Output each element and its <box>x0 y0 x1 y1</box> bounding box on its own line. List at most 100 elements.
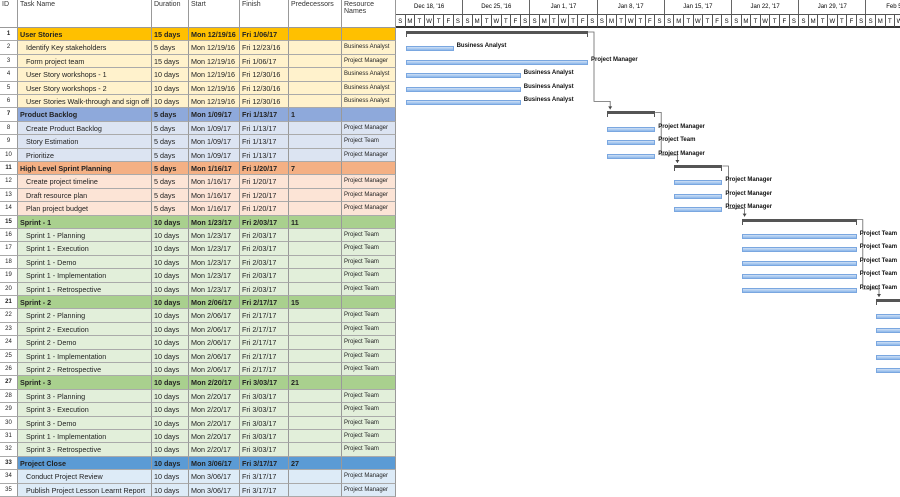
cell-duration[interactable]: 10 days <box>152 322 189 337</box>
cell-id[interactable]: 8 <box>0 121 18 136</box>
task-row[interactable]: 8 Create Product Backlog 5 days Mon 1/09/17… <box>0 121 396 136</box>
cell-predecessors[interactable] <box>289 416 342 430</box>
task-bar[interactable] <box>405 59 588 65</box>
cell-resource-names[interactable]: Project Team <box>342 363 396 377</box>
cell-duration[interactable]: 5 days <box>152 108 189 122</box>
cell-id[interactable]: 27 <box>0 376 18 390</box>
cell-duration[interactable]: 10 days <box>152 242 189 256</box>
cell-start[interactable]: Mon 12/19/16 <box>189 41 240 55</box>
summary-task-row[interactable]: 21 Sprint - 2 10 days Mon 2/06/17 Fri 2/17/1… <box>0 296 396 310</box>
cell-finish[interactable]: Fri 2/03/17 <box>240 269 289 283</box>
cell-task-name[interactable]: Create project timeline <box>18 175 152 189</box>
task-row[interactable]: 5 User Story workshops - 2 10 days Mon 12/1… <box>0 81 396 95</box>
cell-start[interactable]: Mon 1/16/17 <box>189 162 240 176</box>
cell-finish[interactable]: Fri 2/17/17 <box>240 296 289 310</box>
cell-predecessors[interactable] <box>289 483 342 497</box>
cell-start[interactable]: Mon 2/06/17 <box>189 309 240 323</box>
cell-task-name[interactable]: User Story workshops - 1 <box>18 68 152 82</box>
cell-finish[interactable]: Fri 3/03/17 <box>240 389 289 404</box>
cell-finish[interactable]: Fri 1/06/17 <box>240 54 289 69</box>
cell-id[interactable]: 19 <box>0 269 18 283</box>
cell-finish[interactable]: Fri 1/06/17 <box>240 28 289 42</box>
cell-resource-names[interactable]: Business Analyst <box>342 95 396 109</box>
task-bar[interactable] <box>876 327 900 333</box>
task-row[interactable]: 19 Sprint 1 - Implementation 10 days Mon 1/… <box>0 269 396 283</box>
task-row[interactable]: 13 Draft resource plan 5 days Mon 1/16/17 Fr… <box>0 188 396 203</box>
cell-start[interactable]: Mon 1/23/17 <box>189 242 240 256</box>
cell-task-name[interactable]: User Stories <box>18 28 152 42</box>
cell-start[interactable]: Mon 1/23/17 <box>189 255 240 270</box>
cell-start[interactable]: Mon 2/06/17 <box>189 322 240 337</box>
cell-task-name[interactable]: Sprint 2 - Execution <box>18 322 152 337</box>
cell-start[interactable]: Mon 1/23/17 <box>189 282 240 296</box>
cell-task-name[interactable]: Sprint 3 - Execution <box>18 403 152 417</box>
cell-duration[interactable]: 10 days <box>152 229 189 243</box>
cell-start[interactable]: Mon 2/20/17 <box>189 416 240 430</box>
cell-predecessors[interactable] <box>289 403 342 417</box>
task-bar[interactable] <box>741 274 857 280</box>
cell-resource-names[interactable] <box>342 215 396 229</box>
cell-id[interactable]: 12 <box>0 175 18 189</box>
cell-finish[interactable]: Fri 3/03/17 <box>240 443 289 457</box>
cell-duration[interactable]: 10 days <box>152 68 189 82</box>
task-row[interactable]: 26 Sprint 2 - Retrospective 10 days Mon 2/0… <box>0 363 396 377</box>
task-row[interactable]: 34 Conduct Project Review 10 days Mon 3/06/… <box>0 470 396 484</box>
cell-start[interactable]: Mon 2/20/17 <box>189 389 240 404</box>
cell-duration[interactable]: 5 days <box>152 202 189 216</box>
cell-resource-names[interactable] <box>342 456 396 471</box>
task-row[interactable]: 18 Sprint 1 - Demo 10 days Mon 1/23/17 Fri 2… <box>0 255 396 270</box>
cell-predecessors[interactable] <box>289 389 342 404</box>
cell-resource-names[interactable]: Project Team <box>342 322 396 337</box>
cell-start[interactable]: Mon 12/19/16 <box>189 68 240 82</box>
summary-task-row[interactable]: 7 Product Backlog 5 days Mon 1/09/17 Fri 1/1… <box>0 108 396 122</box>
cell-finish[interactable]: Fri 1/20/17 <box>240 175 289 189</box>
cell-duration[interactable]: 10 days <box>152 403 189 417</box>
cell-id[interactable]: 31 <box>0 430 18 444</box>
task-row[interactable]: 28 Sprint 3 - Planning 10 days Mon 2/20/17 F… <box>0 389 396 404</box>
cell-task-name[interactable]: User Story workshops - 2 <box>18 81 152 95</box>
cell-predecessors[interactable]: 15 <box>289 296 342 310</box>
cell-finish[interactable]: Fri 1/20/17 <box>240 202 289 216</box>
cell-duration[interactable]: 10 days <box>152 376 189 390</box>
cell-resource-names[interactable]: Project Team <box>342 229 396 243</box>
cell-finish[interactable]: Fri 1/13/17 <box>240 135 289 149</box>
cell-resource-names[interactable] <box>342 376 396 390</box>
cell-id[interactable]: 17 <box>0 242 18 256</box>
cell-task-name[interactable]: Sprint 3 - Planning <box>18 389 152 404</box>
cell-finish[interactable]: Fri 2/03/17 <box>240 229 289 243</box>
summary-bar[interactable] <box>405 31 589 37</box>
cell-id[interactable]: 21 <box>0 296 18 310</box>
cell-predecessors[interactable]: 11 <box>289 215 342 229</box>
cell-start[interactable]: Mon 2/06/17 <box>189 363 240 377</box>
cell-start[interactable]: Mon 1/09/17 <box>189 135 240 149</box>
cell-resource-names[interactable]: Project Team <box>342 389 396 404</box>
cell-start[interactable]: Mon 12/19/16 <box>189 28 240 42</box>
cell-task-name[interactable]: High Level Sprint Planning <box>18 162 152 176</box>
task-bar[interactable] <box>741 234 857 239</box>
cell-finish[interactable]: Fri 1/13/17 <box>240 148 289 162</box>
task-bar[interactable] <box>674 207 723 213</box>
cell-predecessors[interactable] <box>289 121 342 136</box>
cell-duration[interactable]: 10 days <box>152 443 189 457</box>
cell-duration[interactable]: 10 days <box>152 81 189 95</box>
cell-resource-names[interactable]: Project Manager <box>342 148 396 162</box>
task-row[interactable]: 30 Sprint 3 - Demo 10 days Mon 2/20/17 Fri 3… <box>0 416 396 430</box>
cell-task-name[interactable]: Sprint - 2 <box>18 296 152 310</box>
cell-resource-names[interactable]: Project Manager <box>342 202 396 216</box>
summary-bar[interactable] <box>674 165 723 171</box>
summary-task-row[interactable]: 1 User Stories 15 days Mon 12/19/16 Fri 1/06… <box>0 28 396 42</box>
cell-finish[interactable]: Fri 12/30/16 <box>240 95 289 109</box>
cell-task-name[interactable]: Sprint 2 - Retrospective <box>18 363 152 377</box>
cell-task-name[interactable]: Publish Project Lesson Learnt Report <box>18 483 152 497</box>
col-header-duration[interactable]: Duration <box>152 0 189 28</box>
cell-resource-names[interactable]: Project Manager <box>342 175 396 189</box>
cell-duration[interactable]: 10 days <box>152 95 189 109</box>
summary-bar[interactable] <box>876 299 900 305</box>
cell-predecessors[interactable] <box>289 188 342 203</box>
cell-id[interactable]: 26 <box>0 363 18 377</box>
cell-task-name[interactable]: Sprint 3 - Demo <box>18 416 152 430</box>
cell-id[interactable]: 32 <box>0 443 18 457</box>
task-bar[interactable] <box>876 354 900 360</box>
cell-start[interactable]: Mon 2/20/17 <box>189 430 240 444</box>
col-header-task-name[interactable]: Task Name <box>18 0 152 28</box>
